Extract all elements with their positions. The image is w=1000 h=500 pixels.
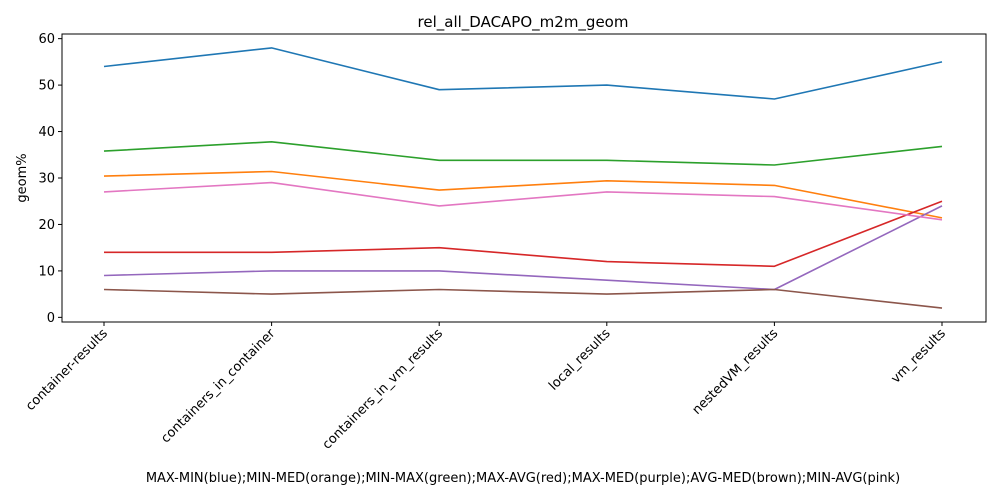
y-tick-label: 60	[38, 32, 55, 47]
series-line	[103, 205, 943, 291]
y-tick-label: 20	[38, 218, 55, 233]
x-tick-label: containers_in_vm_results	[320, 326, 446, 452]
chart-title: rel_all_DACAPO_m2m_geom	[418, 13, 629, 32]
plot-frame	[61, 33, 987, 323]
x-tick-label: container-results	[23, 326, 111, 414]
series-layer	[103, 47, 943, 309]
y-tick-label: 50	[38, 79, 55, 94]
series-line	[103, 181, 943, 221]
x-axis: container-results containers_in_container…	[23, 322, 949, 453]
series-line	[103, 141, 943, 166]
series-line	[103, 170, 943, 219]
x-tick-label: vm_results	[888, 326, 949, 387]
x-tick-label: containers_in_container	[158, 326, 279, 447]
series-line	[104, 200, 943, 268]
y-axis: 0 10 20 30 40 50 60	[38, 32, 62, 326]
x-axis-label: MAX-MIN(blue);MIN-MED(orange);MIN-MAX(gr…	[146, 471, 900, 486]
y-tick-label: 40	[38, 125, 55, 140]
x-tick-label: local_results	[546, 326, 614, 394]
series-line	[103, 47, 943, 100]
y-tick-label: 0	[47, 311, 55, 326]
x-tick-label: nestedVM_results	[690, 326, 782, 418]
y-tick-label: 30	[38, 172, 55, 187]
y-tick-label: 10	[38, 264, 55, 279]
y-axis-label: geom%	[15, 153, 30, 202]
series-line	[103, 288, 943, 309]
